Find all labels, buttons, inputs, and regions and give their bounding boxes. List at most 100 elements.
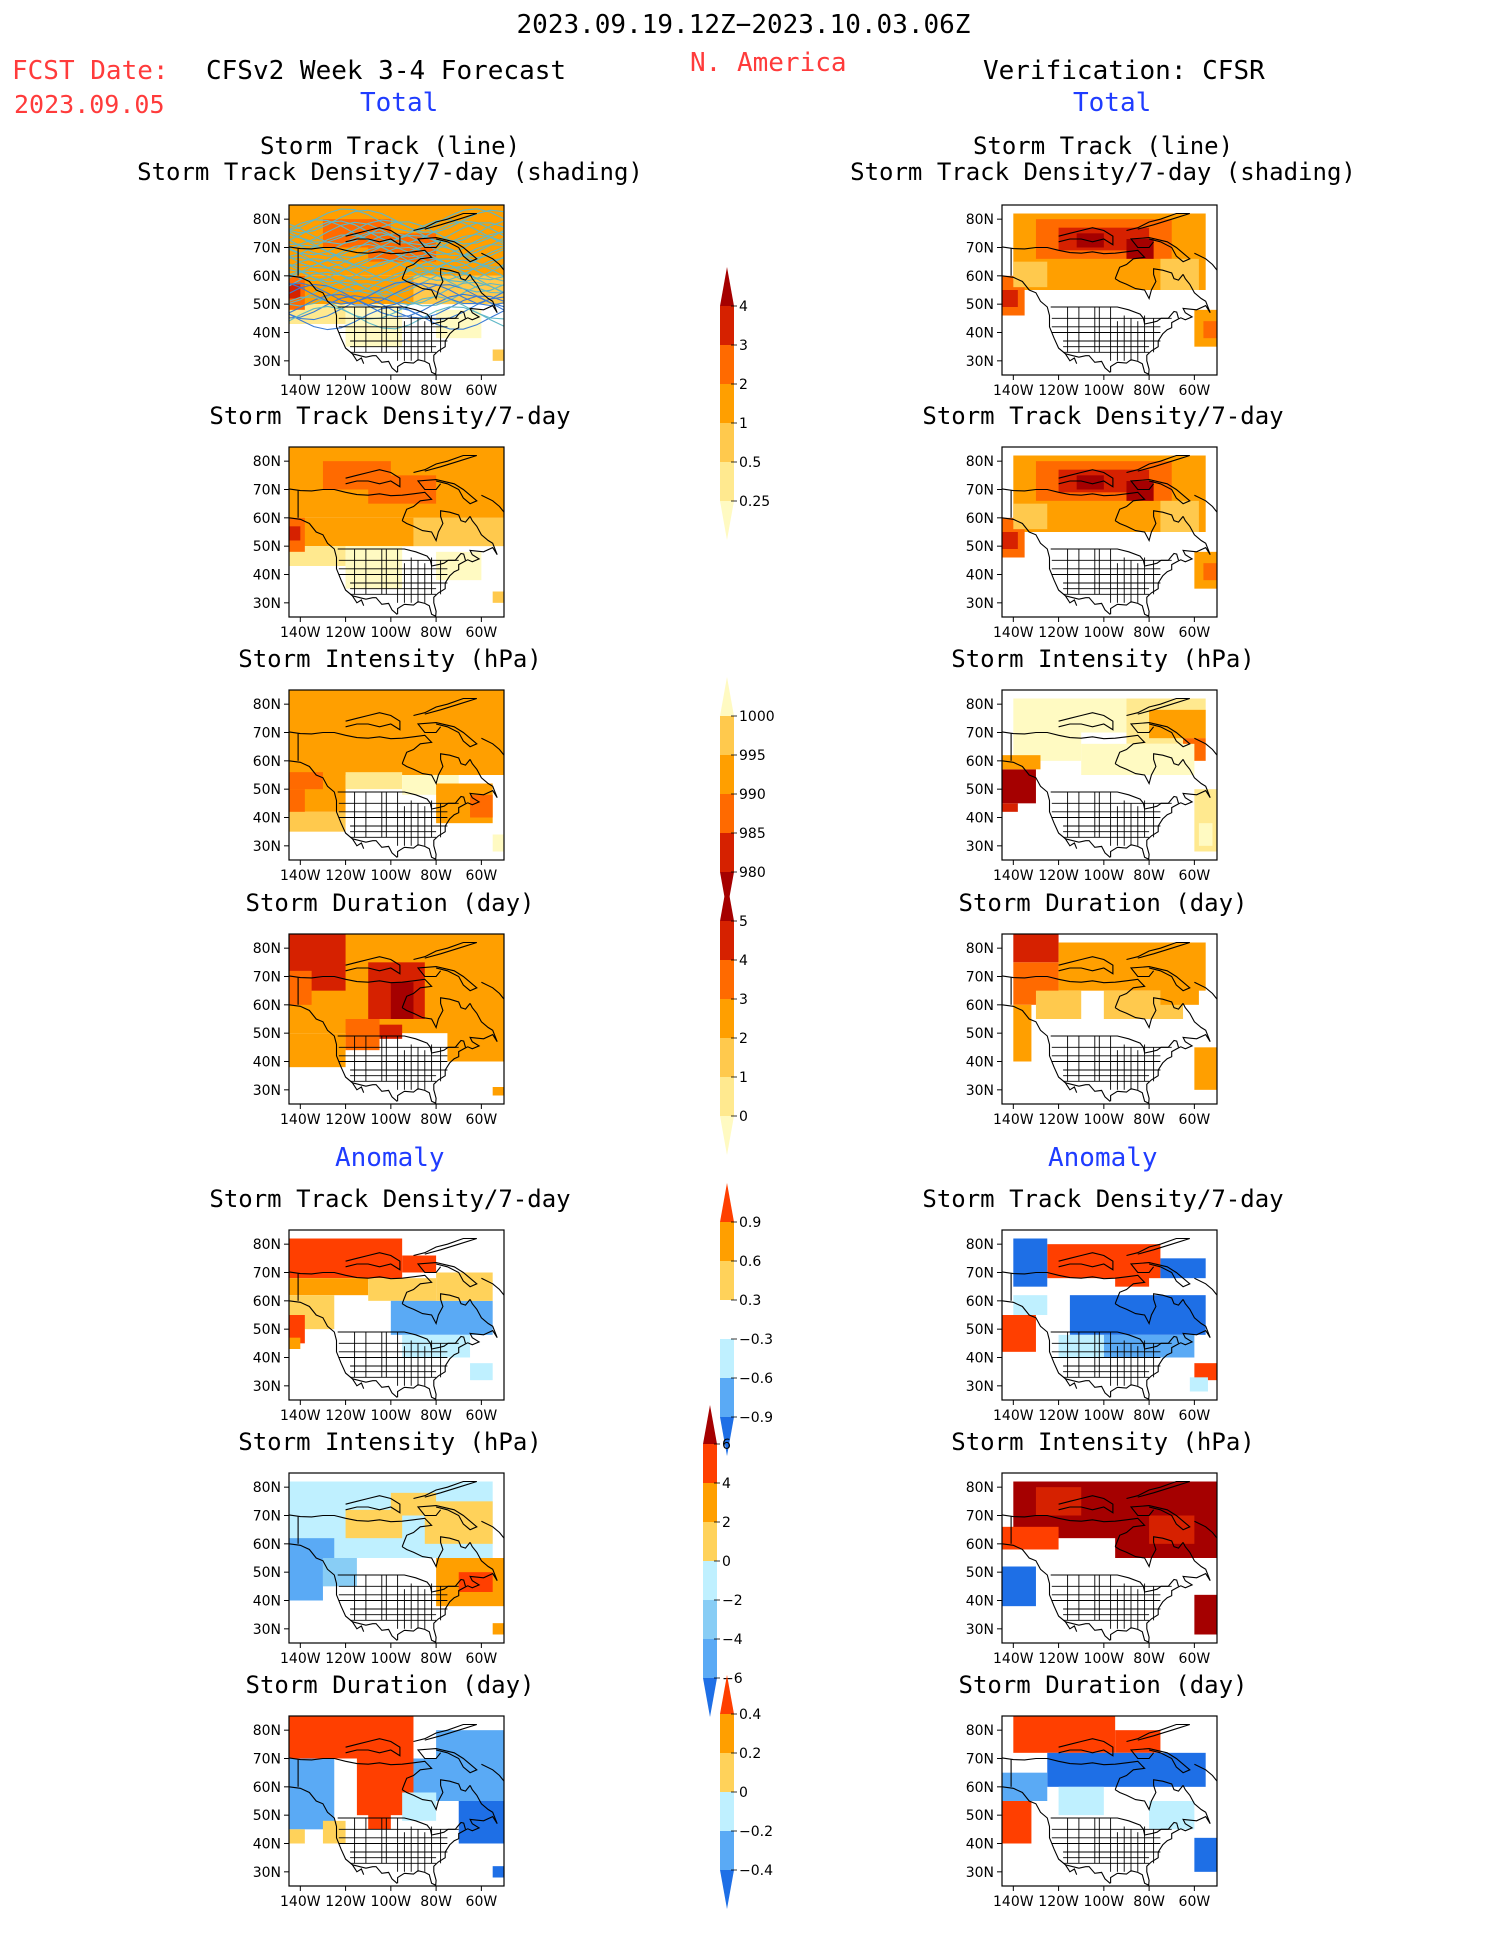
lon-tick-label: 100W <box>1084 1112 1125 1128</box>
title-track-density-left: Storm Track Density/7-day (shading) <box>137 158 643 186</box>
lat-tick-label: 40N <box>966 1837 994 1853</box>
colorbar-tick-label: −0.2 <box>739 1824 773 1840</box>
lat-tick-label: 40N <box>966 326 994 342</box>
lat-tick-label: 30N <box>966 1622 994 1638</box>
lon-tick-label: 120W <box>325 1894 366 1910</box>
colorbar-tick-label: −0.9 <box>739 1410 773 1426</box>
lat-tick-label: 60N <box>966 1294 994 1310</box>
lon-tick-label: 60W <box>1179 383 1211 399</box>
lon-tick-label: 100W <box>1084 625 1125 641</box>
colorbar-tick-label: 0 <box>739 1109 748 1125</box>
lat-tick-label: 30N <box>253 839 281 855</box>
lon-tick-label: 80W <box>420 625 452 641</box>
colorbar-density-anomaly: 0.9 0.6 0.3 −0.3 −0.6 −0.9 <box>720 1183 773 1456</box>
lat-tick-label: 30N <box>966 839 994 855</box>
lat-tick-label: 70N <box>253 1266 281 1282</box>
colorbar-tick-label: 2 <box>722 1515 731 1531</box>
lat-tick-label: 40N <box>966 1055 994 1071</box>
colorbar-tick-label: 6 <box>722 1437 731 1453</box>
lat-tick-label: 60N <box>253 511 281 527</box>
lon-tick-label: 60W <box>466 383 498 399</box>
lat-tick-label: 30N <box>253 596 281 612</box>
title-intensity-left: Storm Intensity (hPa) <box>238 645 542 673</box>
verification-title: Verification: CFSR <box>983 56 1265 86</box>
map-intensity-verification: 140W 120W 100W 80W 60W 80N 70N 60N 50N 40N 30N <box>966 689 1218 884</box>
title-density-right: Storm Track Density/7-day <box>922 402 1284 430</box>
lon-tick-label: 80W <box>1133 868 1165 884</box>
lon-tick-label: 60W <box>466 1894 498 1910</box>
title-intensity-anom-right: Storm Intensity (hPa) <box>951 1428 1255 1456</box>
total-label-left: Total <box>360 88 439 118</box>
lat-tick-label: 30N <box>253 1083 281 1099</box>
lat-tick-label: 50N <box>253 297 281 313</box>
lon-tick-label: 140W <box>993 1651 1034 1667</box>
lon-tick-label: 100W <box>1084 868 1125 884</box>
lat-tick-label: 70N <box>966 241 994 257</box>
lon-tick-label: 100W <box>1084 1408 1125 1424</box>
lon-tick-label: 80W <box>1133 1112 1165 1128</box>
lon-tick-label: 140W <box>280 1408 321 1424</box>
lat-tick-label: 30N <box>966 596 994 612</box>
colorbar-tick-label: 0.9 <box>739 1215 761 1231</box>
map-intensity-forecast: 140W 120W 100W 80W 60W 80N 70N 60N 50N 40N 30N <box>253 689 505 884</box>
lon-tick-label: 120W <box>325 1651 366 1667</box>
colorbar-tick-label: 0.4 <box>739 1707 761 1723</box>
lat-tick-label: 30N <box>966 1379 994 1395</box>
lat-tick-label: 60N <box>966 1780 994 1796</box>
fcst-date: 2023.09.05 <box>14 90 165 119</box>
lon-tick-label: 100W <box>371 1112 412 1128</box>
lon-tick-label: 60W <box>1179 1651 1211 1667</box>
model-title: CFSv2 Week 3-4 Forecast <box>206 56 567 86</box>
lon-tick-label: 120W <box>1038 868 1079 884</box>
title-duration-right: Storm Duration (day) <box>958 889 1248 917</box>
title-track-right: Storm Track (line) <box>972 132 1234 160</box>
lat-tick-label: 80N <box>253 697 281 713</box>
lat-tick-label: 50N <box>253 539 281 555</box>
lat-tick-label: 40N <box>253 811 281 827</box>
colorbar-duration-total: 5 4 3 2 1 0 <box>720 882 748 1155</box>
lon-tick-label: 100W <box>371 1894 412 1910</box>
lat-tick-label: 60N <box>253 1537 281 1553</box>
lat-tick-label: 60N <box>966 1537 994 1553</box>
lon-tick-label: 120W <box>325 625 366 641</box>
lat-tick-label: 40N <box>253 1055 281 1071</box>
title-intensity-right: Storm Intensity (hPa) <box>951 645 1255 673</box>
lat-tick-label: 60N <box>966 998 994 1014</box>
lat-tick-label: 50N <box>253 782 281 798</box>
lat-tick-label: 70N <box>253 241 281 257</box>
lat-tick-label: 50N <box>966 782 994 798</box>
lon-tick-label: 140W <box>993 1408 1034 1424</box>
map-duration-forecast: 140W 120W 100W 80W 60W 80N 70N 60N 50N 40N 30N <box>253 933 505 1128</box>
lon-tick-label: 140W <box>280 1112 321 1128</box>
lat-tick-label: 70N <box>966 726 994 742</box>
lon-tick-label: 140W <box>280 625 321 641</box>
colorbar-tick-label: 4 <box>722 1476 731 1492</box>
lat-tick-label: 50N <box>253 1322 281 1338</box>
lon-tick-label: 100W <box>1084 1894 1125 1910</box>
lat-tick-label: 80N <box>966 1723 994 1739</box>
colorbar-density-total: 4 3 2 1 0.5 0.25 <box>720 267 770 540</box>
lon-tick-label: 140W <box>993 868 1034 884</box>
lon-tick-label: 60W <box>466 1112 498 1128</box>
title-duration-left: Storm Duration (day) <box>245 889 535 917</box>
map-duration-anomaly-verification: 140W 120W 100W 80W 60W 80N 70N 60N 50N 40N 30N <box>966 1715 1218 1910</box>
lon-tick-label: 140W <box>993 383 1034 399</box>
lat-tick-label: 70N <box>253 1752 281 1768</box>
map-duration-verification: 140W 120W 100W 80W 60W 80N 70N 60N 50N 40N 30N <box>966 933 1218 1128</box>
lat-tick-label: 50N <box>966 297 994 313</box>
map-intensity-anomaly-verification: 140W 120W 100W 80W 60W 80N 70N 60N 50N 40N 30N <box>966 1472 1218 1667</box>
lat-tick-label: 80N <box>253 212 281 228</box>
fcst-date-label: FCST Date: <box>12 56 169 86</box>
colorbar-tick-label: 990 <box>739 787 766 803</box>
title-density-anom-left: Storm Track Density/7-day <box>209 1185 571 1213</box>
colorbar-tick-label: 1 <box>739 1070 748 1086</box>
lon-tick-label: 80W <box>1133 1408 1165 1424</box>
lat-tick-label: 40N <box>966 811 994 827</box>
total-label-right: Total <box>1073 88 1152 118</box>
colorbar-tick-label: 980 <box>739 865 766 881</box>
lat-tick-label: 80N <box>966 1480 994 1496</box>
lat-tick-label: 80N <box>966 212 994 228</box>
lat-tick-label: 80N <box>253 941 281 957</box>
lon-tick-label: 140W <box>280 383 321 399</box>
